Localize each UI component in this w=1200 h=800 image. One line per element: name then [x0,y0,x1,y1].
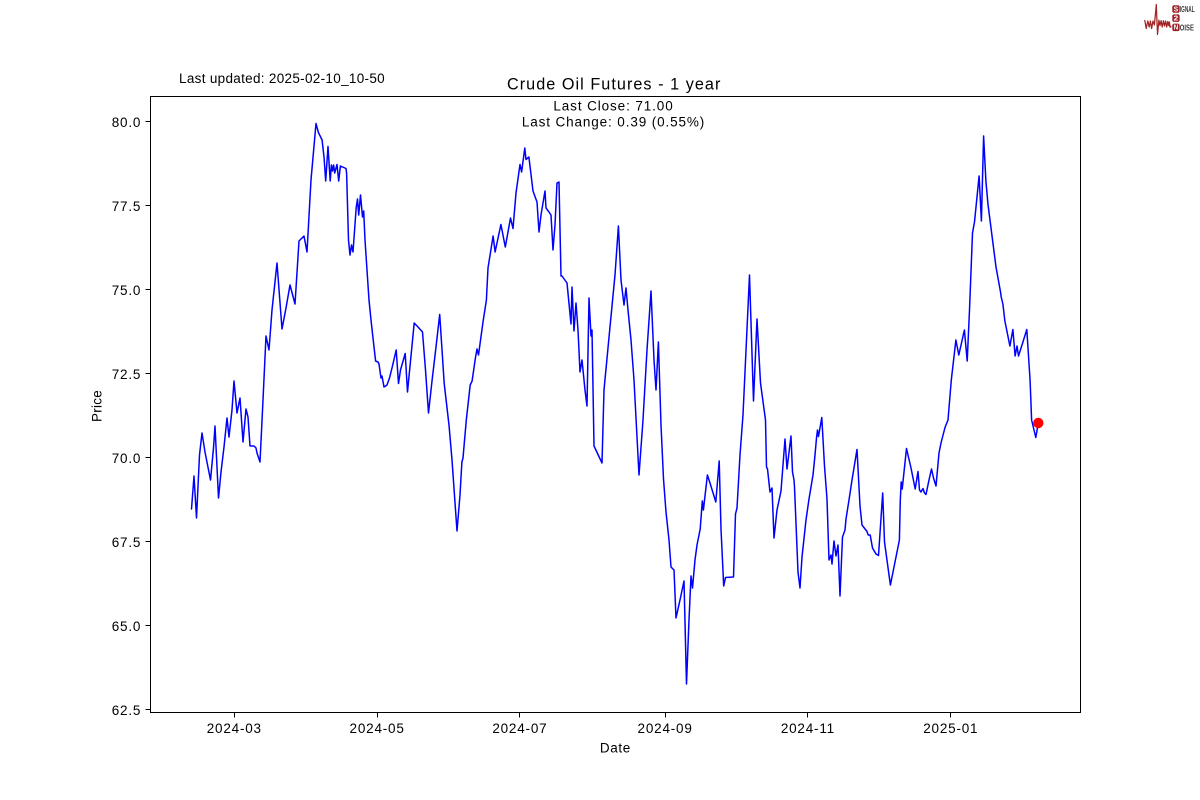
svg-text:2024-05: 2024-05 [350,721,405,736]
svg-text:65.0: 65.0 [112,619,141,634]
svg-text:Date: Date [600,740,631,755]
svg-text:N: N [1174,23,1179,32]
svg-text:2: 2 [1174,13,1179,22]
svg-text:Crude Oil Futures - 1 year: Crude Oil Futures - 1 year [507,76,721,94]
svg-text:77.5: 77.5 [112,199,141,214]
svg-text:OISE: OISE [1180,23,1195,32]
svg-text:2024-07: 2024-07 [492,721,547,736]
svg-text:67.5: 67.5 [112,535,141,550]
svg-text:Last updated: 2025-02-10_10-50: Last updated: 2025-02-10_10-50 [179,71,385,86]
svg-text:Last Change: 0.39 (0.55%): Last Change: 0.39 (0.55%) [522,114,705,129]
svg-text:2024-03: 2024-03 [207,721,262,736]
svg-text:2024-11: 2024-11 [781,721,835,736]
svg-text:75.0: 75.0 [112,283,141,298]
svg-text:72.5: 72.5 [112,367,141,382]
svg-text:80.0: 80.0 [112,115,141,130]
svg-text:Price: Price [90,390,105,422]
svg-text:70.0: 70.0 [112,451,141,466]
svg-text:Last Close: 71.00: Last Close: 71.00 [553,98,673,113]
svg-text:S: S [1174,4,1179,13]
svg-text:IGNAL: IGNAL [1180,5,1195,14]
svg-text:2025-01: 2025-01 [923,721,978,736]
svg-text:62.5: 62.5 [112,703,141,718]
svg-text:2024-09: 2024-09 [638,721,693,736]
